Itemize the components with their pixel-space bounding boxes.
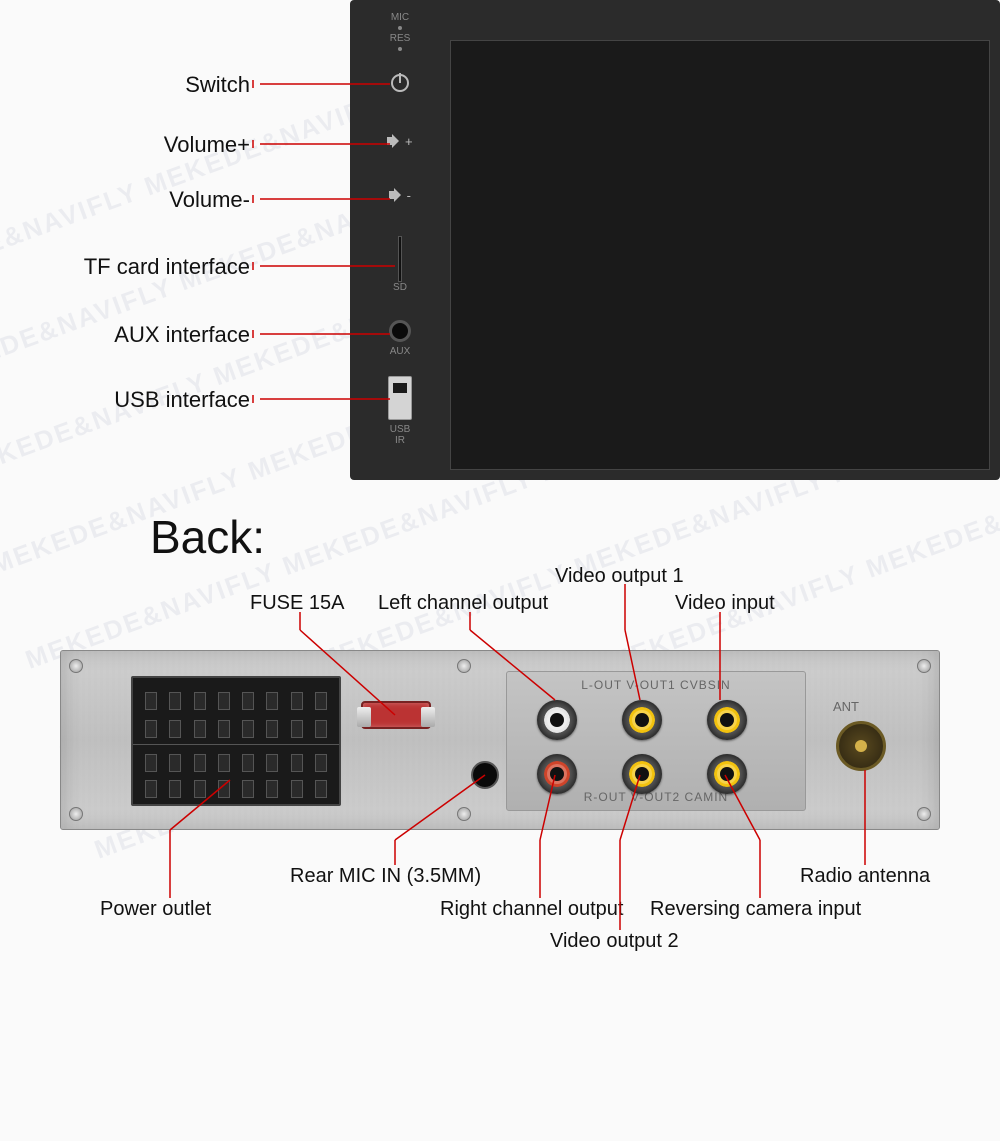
back-heading: Back: bbox=[150, 510, 265, 564]
label-cam: Reversing camera input bbox=[650, 898, 861, 921]
rca-jack bbox=[537, 700, 577, 740]
res-label: RES bbox=[350, 33, 450, 44]
volume-down-icon: - bbox=[350, 188, 450, 207]
antenna-jack bbox=[836, 721, 886, 771]
label-aux: AUX interface bbox=[40, 322, 250, 348]
fuse bbox=[361, 701, 431, 729]
label-mic: Rear MIC IN (3.5MM) bbox=[290, 865, 481, 888]
power-icon bbox=[350, 74, 450, 97]
label-fuse: FUSE 15A bbox=[250, 592, 344, 615]
label-tf: TF card interface bbox=[10, 254, 250, 280]
iso-connector bbox=[131, 676, 341, 806]
rca-jack bbox=[622, 754, 662, 794]
label-power: Power outlet bbox=[100, 898, 211, 921]
label-vin: Video input bbox=[675, 592, 775, 615]
label-vout2: Video output 2 bbox=[550, 930, 679, 953]
mic-label: MIC bbox=[350, 12, 450, 23]
label-rout: Right channel output bbox=[440, 898, 623, 921]
rca-jack bbox=[707, 754, 747, 794]
label-volplus: Volume+ bbox=[40, 132, 250, 158]
ant-label: ANT bbox=[833, 699, 859, 714]
label-volminus: Volume- bbox=[40, 187, 250, 213]
rca-jack bbox=[537, 754, 577, 794]
usb-port: USBIR bbox=[350, 376, 450, 446]
label-usb: USB interface bbox=[40, 387, 250, 413]
volume-up-icon: + bbox=[350, 134, 450, 153]
sd-slot: SD bbox=[350, 236, 450, 293]
side-panel: MIC RES + - SD AUX USBIR bbox=[350, 0, 450, 480]
rear-mic-jack bbox=[471, 761, 499, 789]
label-switch: Switch bbox=[40, 72, 250, 98]
label-vout1: Video output 1 bbox=[555, 565, 684, 588]
rca-jack bbox=[622, 700, 662, 740]
device-front: MIC RES + - SD AUX USBIR bbox=[350, 0, 1000, 480]
device-screen bbox=[450, 40, 990, 470]
label-ant: Radio antenna bbox=[800, 865, 930, 888]
label-lout: Left channel output bbox=[378, 592, 548, 615]
rca-block: L-OUT V-OUT1 CVBSIN R-OUT V-OUT2 CAMIN bbox=[506, 671, 806, 811]
rca-jack bbox=[707, 700, 747, 740]
back-panel: L-OUT V-OUT1 CVBSIN R-OUT V-OUT2 CAMIN A… bbox=[60, 650, 940, 830]
aux-jack: AUX bbox=[350, 320, 450, 357]
